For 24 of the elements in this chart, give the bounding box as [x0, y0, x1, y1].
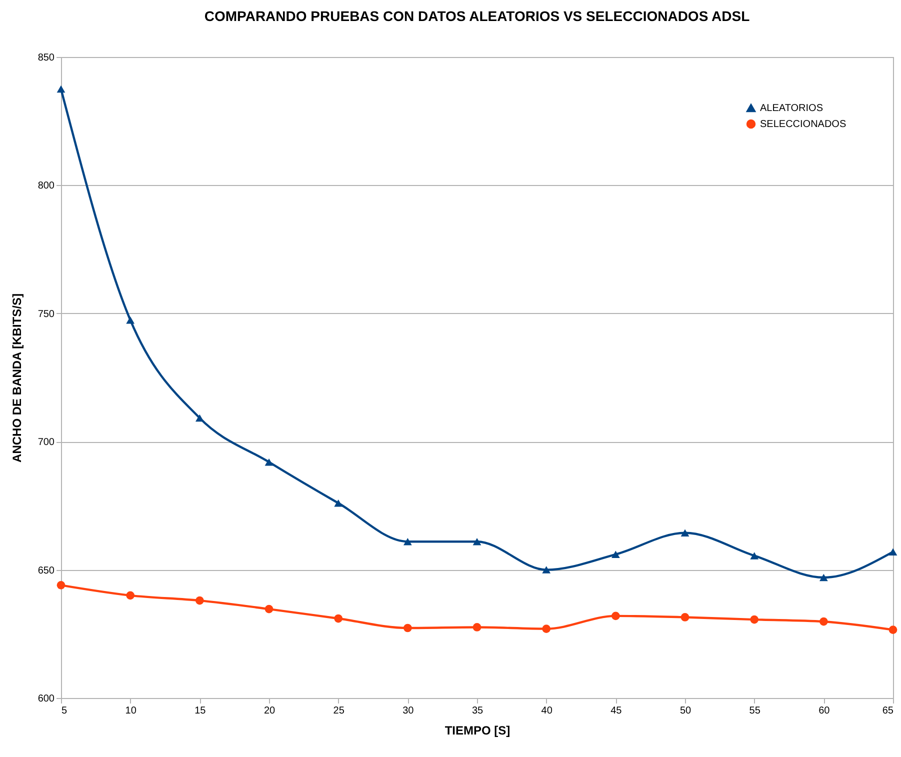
x-tick-label: 55	[749, 706, 761, 716]
y-tick-label: 850	[38, 52, 55, 64]
legend-label: SELECCIONADOS	[760, 119, 846, 130]
x-tick-label: 40	[541, 706, 553, 716]
x-tick-label: 20	[264, 706, 276, 716]
chart-title: COMPARANDO PRUEBAS CON DATOS ALEATORIOS VS SELECCIONADOS ADSL	[204, 8, 750, 24]
y-tick-label: 750	[38, 308, 55, 320]
x-tick-label: 65	[882, 706, 894, 716]
x-tick-label: 30	[402, 706, 414, 716]
x-axis-title: TIEMPO [S]	[444, 724, 510, 738]
y-tick-label: 600	[38, 694, 55, 704]
x-tick-label: 15	[194, 706, 206, 716]
y-tick-label: 650	[38, 565, 55, 576]
x-tick-label: 35	[472, 706, 484, 716]
x-tick-label: 60	[818, 706, 830, 716]
y-tick-label: 700	[38, 437, 55, 448]
legend-label: ALEATORIOS	[760, 103, 824, 114]
y-axis-title: ANCHO DE BANDA [KBITS/S]	[10, 294, 24, 462]
x-tick-label: 25	[333, 706, 345, 716]
y-tick-label: 800	[38, 180, 55, 192]
x-tick-label: 45	[610, 706, 622, 716]
x-tick-label: 50	[680, 706, 692, 716]
x-tick-label: 10	[125, 706, 137, 716]
x-tick-label: 5	[62, 706, 68, 716]
